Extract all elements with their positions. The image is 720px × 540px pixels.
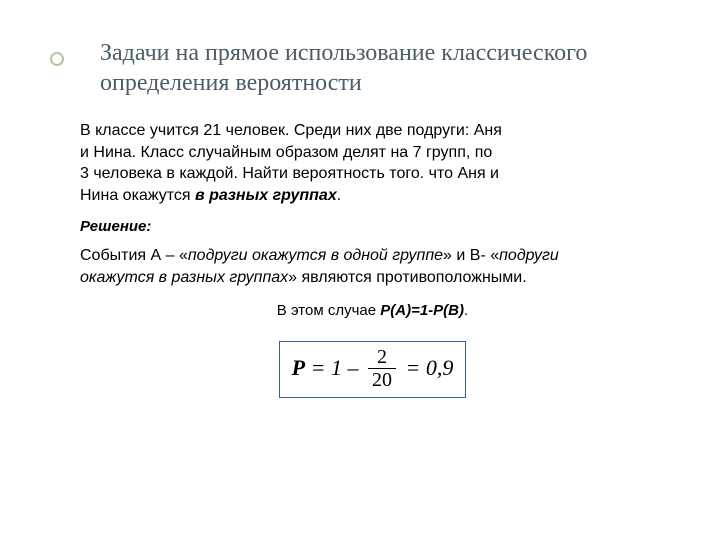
formula: P = 1 – 220 = 0,9 (292, 353, 454, 378)
formula-box: P = 1 – 220 = 0,9 (279, 341, 467, 398)
events-italic: подруги окажутся в одной группе (188, 247, 443, 264)
events-italic: подруги (499, 247, 559, 264)
problem-period: . (337, 187, 341, 204)
case-line: В этом случае Р(А)=1-Р(В). (80, 301, 665, 321)
case-period: . (464, 302, 468, 319)
events-part: » являются противоположными. (288, 269, 527, 286)
problem-line: Нина окажутся (80, 187, 195, 204)
events-part: » и В- « (443, 247, 499, 264)
formula-fraction: 220 (368, 346, 396, 391)
formula-denominator: 20 (368, 369, 396, 391)
title-bullet-icon (50, 52, 64, 66)
slide-title: Задачи на прямое использование классичес… (100, 38, 665, 98)
problem-line: В классе учится 21 человек. Среди них дв… (80, 122, 502, 139)
problem-line: и Нина. Класс случайным образом делят на… (80, 144, 492, 161)
events-italic: окажутся в разных группах (80, 269, 288, 286)
events-part: События А – « (80, 247, 188, 264)
events-text: События А – «подруги окажутся в одной гр… (80, 245, 665, 288)
case-formula-inline: Р(А)=1-Р(В) (380, 302, 464, 319)
formula-lhs: P (292, 355, 305, 380)
solution-label: Решение: (80, 218, 665, 235)
problem-bold: в разных группах (195, 187, 337, 204)
formula-eq: = 0,9 (400, 355, 453, 380)
problem-text: В классе учится 21 человек. Среди них дв… (80, 120, 665, 206)
formula-numerator: 2 (368, 346, 396, 369)
case-text: В этом случае (277, 302, 380, 319)
problem-line: 3 человека в каждой. Найти вероятность т… (80, 165, 499, 182)
slide: Задачи на прямое использование классичес… (0, 0, 720, 540)
formula-eq: = 1 – (305, 355, 364, 380)
